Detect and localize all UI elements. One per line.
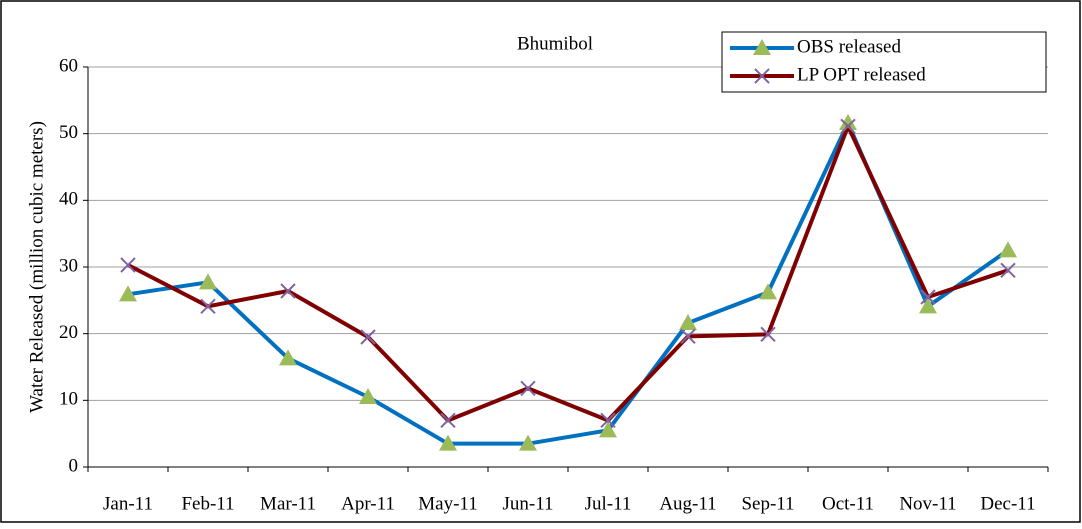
x-tick-label: Feb-11	[181, 493, 234, 514]
data-point	[599, 421, 617, 438]
legend-marker	[753, 39, 771, 55]
data-point	[759, 283, 777, 300]
data-point	[840, 118, 856, 135]
x-tick-label: Jan-11	[103, 493, 153, 514]
legend-box	[721, 31, 1047, 93]
x-tick-label: Nov-11	[899, 493, 956, 514]
data-point	[119, 285, 137, 302]
x-tick-label: Aug-11	[659, 493, 716, 514]
series-line	[127, 124, 1009, 423]
x-tick-label: Oct-11	[822, 493, 874, 514]
legend-label: OBS released	[797, 36, 901, 57]
data-point	[1000, 262, 1016, 279]
data-point	[839, 114, 857, 130]
data-point	[439, 434, 457, 451]
y-tick-label: 50	[59, 122, 78, 143]
data-point	[679, 314, 697, 330]
data-point	[919, 297, 937, 314]
y-tick-label: 20	[59, 322, 78, 343]
y-axis-label: Water Released (million cubic meters)	[26, 121, 47, 413]
data-point	[440, 412, 456, 429]
data-point	[760, 326, 776, 343]
data-point	[360, 329, 376, 345]
data-point	[680, 328, 696, 345]
x-tick-label: Jun-11	[502, 493, 553, 514]
x-tick-label: Dec-11	[980, 493, 1035, 514]
y-tick-label: 10	[59, 389, 78, 410]
x-tick-label: May-11	[418, 493, 477, 514]
x-tick-label: Jul-11	[585, 493, 632, 514]
data-point	[999, 241, 1017, 258]
data-point	[359, 388, 377, 404]
y-tick-label: 40	[59, 189, 78, 210]
data-point	[520, 380, 536, 397]
data-point	[279, 349, 297, 366]
data-point	[199, 273, 217, 290]
data-point	[920, 289, 936, 305]
data-point	[600, 412, 616, 429]
legend-marker	[754, 68, 770, 84]
chart-title: Bhumibol	[517, 33, 593, 54]
data-point	[200, 298, 216, 315]
y-tick-label: 30	[59, 255, 78, 276]
y-tick-label: 0	[69, 455, 79, 476]
x-tick-label: Sep-11	[741, 493, 794, 514]
data-point	[120, 257, 136, 273]
data-point	[519, 434, 537, 451]
y-tick-label: 60	[59, 55, 78, 76]
data-point	[280, 283, 296, 299]
x-tick-label: Mar-11	[260, 493, 316, 514]
legend-label: LP OPT released	[797, 64, 926, 85]
x-tick-label: Apr-11	[341, 493, 395, 514]
